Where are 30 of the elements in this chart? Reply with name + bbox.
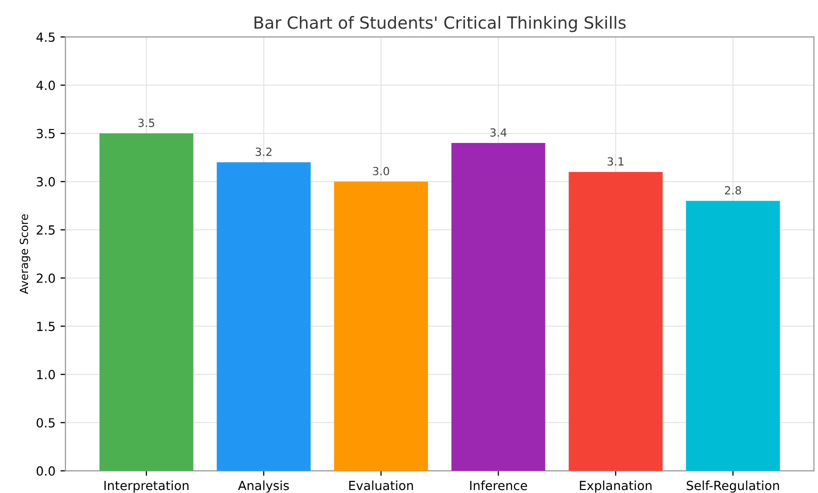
y-tick-label: 4.5 (36, 32, 55, 42)
x-tick-label: Interpretation (104, 480, 188, 493)
x-tick-label: Inference (470, 480, 528, 490)
bar (686, 200, 780, 471)
data-label: 3.0 (373, 166, 390, 176)
data-label: 3.5 (138, 118, 154, 128)
x-tick-label: Self-Regulation (686, 480, 779, 493)
y-axis-title: Average Score (20, 214, 30, 294)
y-tick-label: 1.5 (37, 322, 55, 332)
bar (216, 162, 311, 471)
bar (451, 143, 546, 471)
y-tick-label: 3.5 (36, 128, 55, 138)
bar (99, 133, 194, 471)
y-tick-label: 4.0 (36, 80, 55, 90)
x-tick-label: Explanation (580, 480, 652, 493)
bar (568, 172, 663, 471)
y-tick-label: 2.5 (36, 225, 55, 235)
y-tick-label: 1.0 (37, 370, 55, 380)
y-tick-label: 2.0 (36, 273, 55, 283)
chart-title: Bar Chart of Students' Critical Thinking Skills (254, 16, 626, 32)
y-tick-label: 0.0 (36, 466, 55, 476)
bar (334, 182, 428, 471)
x-tick-label: Analysis (238, 480, 289, 493)
data-label: 3.1 (608, 157, 624, 166)
x-tick-label: Evaluation (349, 480, 413, 490)
data-label: 2.8 (724, 186, 742, 195)
y-tick-label: 0.5 (36, 418, 55, 428)
y-tick-label: 3.0 (36, 177, 55, 187)
data-label: 3.4 (490, 128, 507, 137)
data-label: 3.2 (256, 148, 272, 156)
